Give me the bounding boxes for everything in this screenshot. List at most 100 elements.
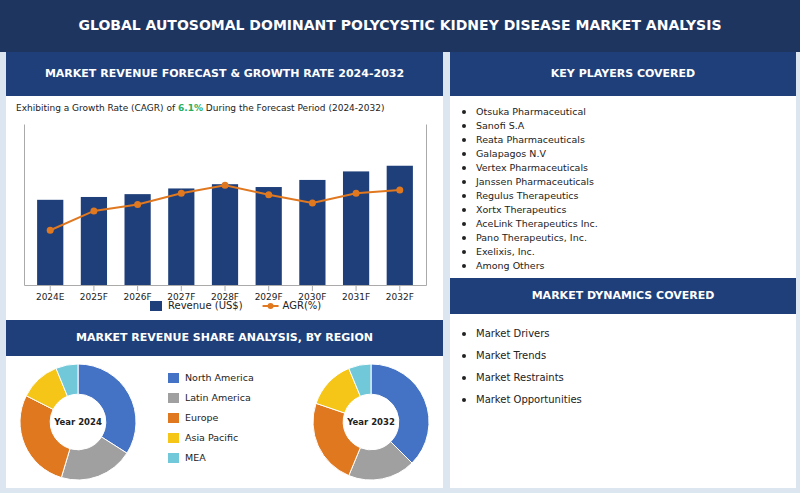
bar (37, 200, 63, 285)
section-header-bg (450, 52, 796, 96)
tick-label: 2032F (386, 292, 414, 302)
y2-axis (426, 125, 427, 286)
tick-mark (225, 285, 226, 291)
pie-label: Year 2032 (346, 417, 395, 427)
right-panel (450, 52, 796, 488)
subtitle: Exhibiting a Growth Rate (CAGR) of 6.1% … (16, 103, 385, 113)
legend-label: North America (185, 372, 254, 383)
list-item: Exelixis, Inc. (476, 246, 535, 257)
marker (265, 191, 272, 198)
tick: 2031F (342, 285, 370, 302)
slice (313, 403, 360, 475)
slice (56, 364, 78, 396)
bullet (462, 166, 466, 170)
y-axis (24, 125, 25, 286)
bar (256, 187, 282, 285)
section-header: KEY PLAYERS COVERED (551, 67, 695, 80)
bullet (462, 376, 466, 380)
list-item: Xortx Therapeutics (476, 204, 566, 215)
bullet (462, 124, 466, 128)
list-item: Sanofi S.A (476, 120, 525, 131)
list-item: Vertex Pharmaceuticals (476, 162, 588, 173)
legend-label: Latin America (185, 392, 251, 403)
legend: Revenue (US$) AGR(%) (150, 300, 321, 311)
tick: 2025F (80, 285, 108, 302)
legend-swatch (168, 433, 179, 443)
axis-line (426, 125, 427, 286)
background (0, 0, 800, 493)
section-header-bg (6, 52, 443, 96)
pie: Year 2024 (20, 364, 136, 480)
tick-label: 2029F (255, 292, 283, 302)
marker (222, 182, 229, 189)
list-item: Market Restraints (476, 372, 564, 383)
bullet (462, 194, 466, 198)
tick: 2032F (386, 285, 414, 302)
legend-label: AGR(%) (283, 300, 322, 311)
marker (90, 207, 97, 214)
legend-swatch (168, 393, 179, 403)
bullet (462, 208, 466, 212)
infographic: GLOBAL AUTOSOMAL DOMINANT POLYCYSTIC KID… (0, 0, 800, 493)
legend-label: Revenue (US$) (168, 300, 243, 311)
section-header-bg (450, 278, 796, 314)
list-item: Market Opportunities (476, 394, 582, 405)
left-panel (6, 52, 443, 488)
pie: Year 2032 (313, 364, 429, 480)
marker (353, 190, 360, 197)
legend-swatch (168, 413, 179, 423)
bullet (462, 398, 466, 402)
tick-mark (312, 285, 313, 291)
list-item: Market Trends (476, 350, 546, 361)
bar (299, 180, 325, 285)
tick-mark (50, 285, 51, 291)
bar (168, 188, 194, 285)
bullet (462, 264, 466, 268)
slice (61, 437, 127, 480)
legend-swatch (168, 453, 179, 463)
bar (125, 194, 151, 285)
list-item: Otsuka Pharmaceutical (476, 106, 586, 117)
pie-label: Year 2024 (53, 417, 102, 427)
subtitle-part: 6.1% (178, 103, 203, 113)
list-item: Janssen Pharmaceuticals (475, 176, 594, 187)
tick: 2024E (36, 285, 65, 302)
section-header: MARKET REVENUE SHARE ANALYSIS, BY REGION (76, 331, 373, 344)
pie-legend: North America Latin America Europe Asia Pac… (168, 372, 254, 464)
marker (47, 227, 54, 234)
marker (309, 199, 316, 206)
bar (212, 184, 238, 285)
list-item: Among Others (476, 260, 545, 271)
legend-swatch (150, 301, 162, 311)
tick-mark (137, 285, 138, 291)
bullet (462, 180, 466, 184)
bullet (462, 236, 466, 240)
marker (396, 187, 403, 194)
list-item: Reata Pharmaceuticals (476, 134, 585, 145)
legend-label: Europe (185, 412, 219, 423)
tick-mark (356, 285, 357, 291)
marker (178, 190, 185, 197)
section-header: MARKET REVENUE FORECAST & GROWTH RATE 20… (45, 67, 404, 80)
tick-mark (268, 285, 269, 291)
legend-label: Asia Pacific (185, 432, 238, 443)
axis-line (24, 125, 25, 286)
bullet (462, 110, 466, 114)
tick-label: 2024E (36, 292, 65, 302)
bullet (462, 152, 466, 156)
slice (20, 396, 70, 478)
line (50, 185, 400, 230)
tick-label: 2026F (124, 292, 152, 302)
bar (343, 171, 369, 285)
list-item: Galapagos N.V (476, 148, 546, 159)
marker (134, 201, 141, 208)
section-header: MARKET DYNAMICS COVERED (532, 289, 715, 302)
bar (387, 166, 413, 285)
list-item: AceLink Therapeutics Inc. (476, 218, 598, 229)
subtitle-part: During the Forecast Period (2024-2032) (203, 103, 385, 113)
tick-mark (93, 285, 94, 291)
slice (349, 364, 371, 396)
bullet (462, 222, 466, 226)
tick-label: 2031F (342, 292, 370, 302)
bullet (462, 250, 466, 254)
